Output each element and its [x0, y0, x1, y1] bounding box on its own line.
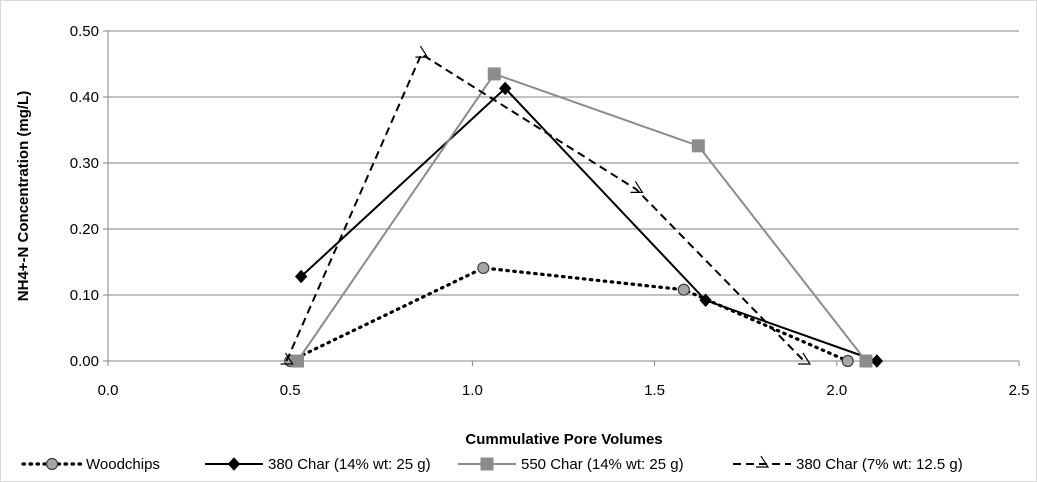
y-tick-label: 0.00: [70, 353, 99, 370]
series-1: [284, 261, 854, 368]
legend-label: 550 Char (14% wt: 25 g): [521, 456, 684, 473]
x-axis-title: Cummulative Pore Volumes: [465, 431, 662, 448]
series-line: [288, 266, 850, 363]
data-point: [630, 181, 644, 193]
data-point: [415, 45, 429, 58]
data-point: [477, 261, 490, 275]
y-tick-label: 0.30: [70, 155, 99, 172]
series-line: [296, 72, 867, 362]
data-point: [294, 269, 308, 284]
series-line: [300, 87, 878, 362]
series-4: [280, 45, 812, 365]
x-tick-label: 1.0: [462, 382, 483, 399]
axes: [103, 30, 1020, 366]
y-tick-label: 0.10: [70, 287, 99, 304]
data-point: [677, 283, 690, 296]
series-3: [290, 67, 873, 368]
legend-marker: [480, 457, 494, 471]
data-point: [798, 352, 812, 365]
series-layer: [280, 45, 884, 368]
legend-marker: [756, 455, 770, 468]
data-point: [499, 81, 512, 96]
x-tick-label: 2.0: [826, 382, 847, 399]
x-tick-label: 2.5: [1009, 382, 1030, 399]
legend-label: 380 Char (14% wt: 25 g): [268, 456, 431, 473]
legend-label: Woodchips: [86, 456, 160, 473]
legend-item: 550 Char (14% wt: 25 g): [458, 456, 684, 473]
data-point: [870, 354, 884, 368]
data-point: [859, 354, 873, 368]
x-tick-label: 0.5: [280, 382, 301, 399]
x-tick-label: 1.5: [644, 382, 665, 399]
y-tick-label: 0.50: [70, 23, 99, 40]
data-point: [487, 67, 501, 81]
gridlines: [108, 30, 1019, 296]
y-tick-label: 0.20: [70, 221, 99, 238]
data-point: [691, 139, 705, 153]
x-tick-labels: 0.0 0.5 1.0 1.5 2.0 2.5: [98, 382, 1030, 399]
series-2: [294, 81, 884, 368]
data-point: [841, 354, 854, 368]
x-tick-label: 0.0: [98, 382, 119, 399]
y-tick-label: 0.40: [70, 89, 99, 106]
legend-item: 380 Char (7% wt: 12.5 g): [733, 455, 963, 473]
legend: Woodchips 380 Char (14% wt: 25 g) 550 Char…: [21, 455, 963, 473]
legend-item: 380 Char (14% wt: 25 g): [205, 456, 431, 473]
legend-marker: [45, 457, 59, 471]
series-line: [285, 52, 805, 362]
legend-marker: [227, 457, 241, 471]
y-tick-labels: 0.00 0.10 0.20 0.30 0.40 0.50: [70, 23, 99, 370]
legend-item: Woodchips: [21, 456, 160, 473]
y-axis-title: NH4+-N Concentration (mg/L): [15, 91, 32, 301]
data-point: [280, 352, 294, 365]
legend-label: 380 Char (7% wt: 12.5 g): [796, 456, 963, 473]
data-point: [290, 354, 304, 368]
data-point: [699, 293, 712, 308]
